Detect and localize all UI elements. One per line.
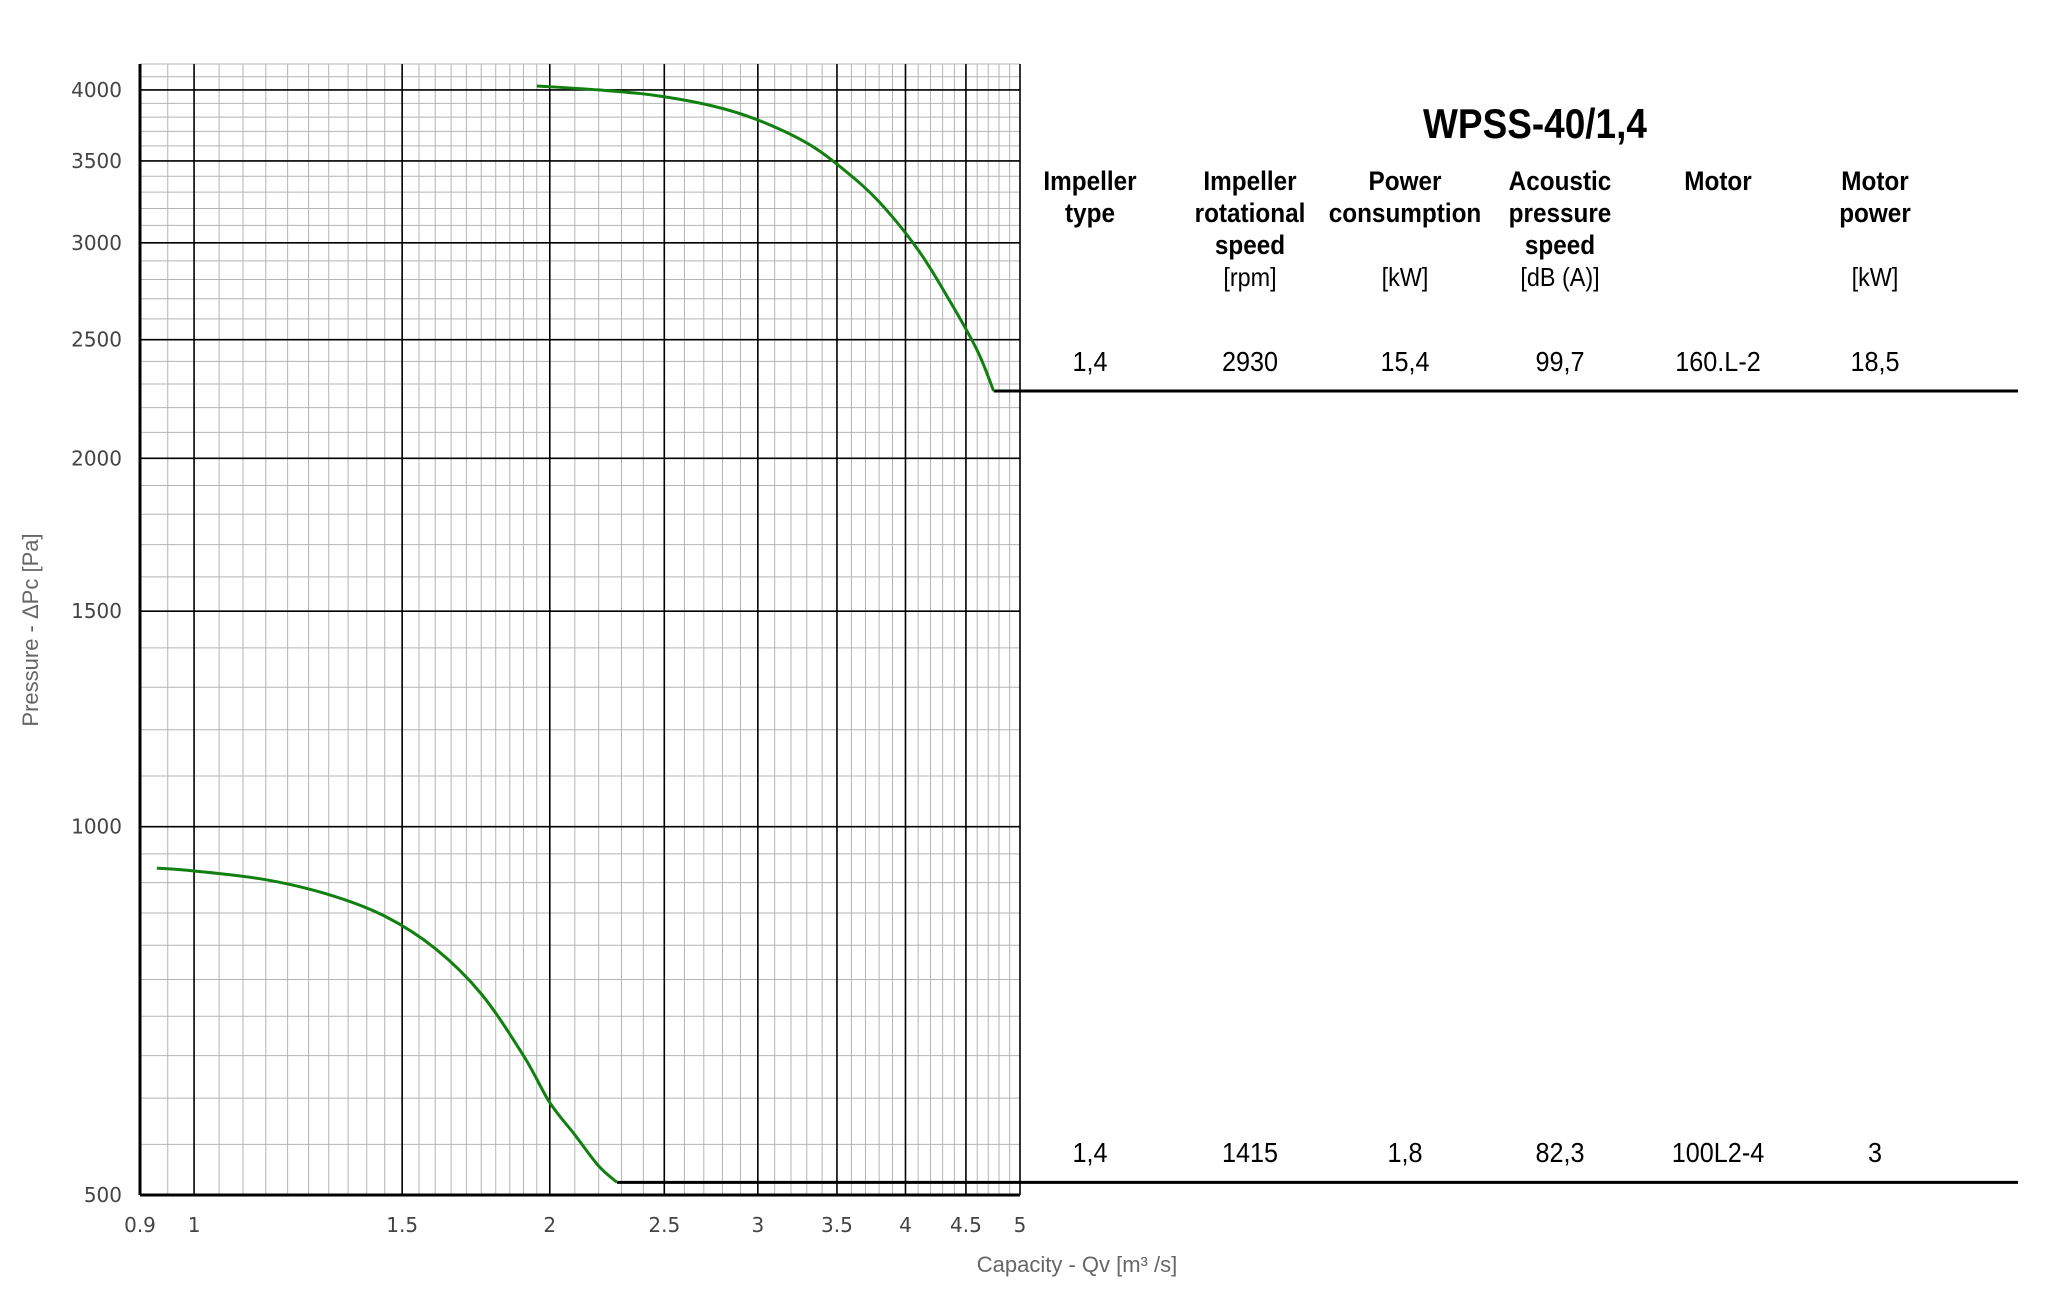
x-tick-labels: 0.9 1 1.5 2 2.5 3 3.5 4 4.5 5 bbox=[124, 1213, 1026, 1237]
y-tick-labels: 500 1000 1500 2000 2500 3000 3500 4000 bbox=[71, 78, 122, 1207]
y-tick-label: 2500 bbox=[71, 328, 122, 352]
column-header-text: type bbox=[1065, 198, 1115, 228]
column-header: Impeller rotational speed [rpm] bbox=[1165, 165, 1335, 292]
y-tick-label: 4000 bbox=[71, 78, 122, 102]
table-cell: 1415 bbox=[1221, 1137, 1279, 1169]
column-header: Impeller type bbox=[1005, 165, 1175, 229]
column-header-text: Motor bbox=[1841, 166, 1909, 196]
table-cell: 100L2-4 bbox=[1671, 1137, 1765, 1169]
y-tick-label: 3000 bbox=[71, 231, 122, 255]
performance-curve-1 bbox=[536, 84, 996, 392]
table-cell: 3 bbox=[1867, 1137, 1883, 1169]
performance-curves bbox=[156, 84, 996, 1184]
column-unit: [rpm] bbox=[1223, 262, 1277, 292]
table-cell: 18,5 bbox=[1850, 345, 1900, 377]
table-cell: 160.L-2 bbox=[1675, 345, 1761, 377]
column-header: Motor bbox=[1633, 165, 1803, 197]
x-tick-label: 4 bbox=[899, 1213, 912, 1237]
column-unit: [kW] bbox=[1851, 262, 1899, 292]
column-header-text: speed bbox=[1214, 230, 1286, 260]
table-cell: 99,7 bbox=[1535, 345, 1585, 377]
column-header-text: Power bbox=[1368, 166, 1442, 196]
table-cell: 1,4 bbox=[1072, 345, 1108, 377]
column-header-text: speed bbox=[1524, 230, 1596, 260]
column-header: Motor power [kW] bbox=[1790, 165, 1960, 292]
x-tick-label: 0.9 bbox=[124, 1213, 156, 1237]
y-tick-label: 3500 bbox=[71, 149, 122, 173]
table-cell: 82,3 bbox=[1535, 1137, 1585, 1169]
x-tick-label: 3.5 bbox=[821, 1213, 853, 1237]
x-axis-label: Capacity - Qv [m³ /s] bbox=[977, 1252, 1177, 1277]
x-tick-label: 1.5 bbox=[386, 1213, 418, 1237]
y-tick-label: 1500 bbox=[71, 599, 122, 623]
column-header: Acoustic pressure speed [dB (A)] bbox=[1475, 165, 1645, 292]
column-header-text: Motor bbox=[1684, 166, 1752, 196]
y-axis-label: Pressure - ΔPc [Pa] bbox=[18, 533, 43, 726]
column-header-text: pressure bbox=[1508, 198, 1612, 228]
column-unit: [dB (A)] bbox=[1520, 262, 1600, 292]
x-tick-label: 4.5 bbox=[950, 1213, 982, 1237]
table-cell: 15,4 bbox=[1380, 345, 1430, 377]
y-tick-label: 500 bbox=[84, 1183, 122, 1207]
column-unit: [kW] bbox=[1381, 262, 1429, 292]
row-leader-lines bbox=[617, 389, 2018, 1184]
table-title: WPSS-40/1,4 bbox=[1423, 100, 1647, 147]
x-tick-label: 3 bbox=[751, 1213, 764, 1237]
column-header-text: consumption bbox=[1328, 198, 1482, 228]
table-cell: 1,8 bbox=[1387, 1137, 1423, 1169]
y-tick-label: 2000 bbox=[71, 446, 122, 470]
table-cell: 2930 bbox=[1221, 345, 1279, 377]
minor-grid bbox=[140, 63, 1021, 1195]
column-header: Power consumption [kW] bbox=[1320, 165, 1490, 292]
x-tick-label: 1 bbox=[188, 1213, 201, 1237]
table-cell: 1,4 bbox=[1072, 1137, 1108, 1169]
y-tick-label: 1000 bbox=[71, 815, 122, 839]
performance-curve-2 bbox=[156, 866, 619, 1184]
column-header-text: Acoustic bbox=[1508, 166, 1612, 196]
column-header-text: rotational bbox=[1194, 198, 1306, 228]
column-header-text: power bbox=[1839, 198, 1911, 228]
column-header-text: Impeller bbox=[1043, 166, 1137, 196]
column-header-text: Impeller bbox=[1203, 166, 1297, 196]
major-grid bbox=[140, 64, 1021, 1195]
x-tick-label: 2.5 bbox=[648, 1213, 680, 1237]
axes bbox=[138, 64, 1020, 1197]
x-tick-label: 5 bbox=[1014, 1213, 1027, 1237]
x-tick-label: 2 bbox=[543, 1213, 556, 1237]
